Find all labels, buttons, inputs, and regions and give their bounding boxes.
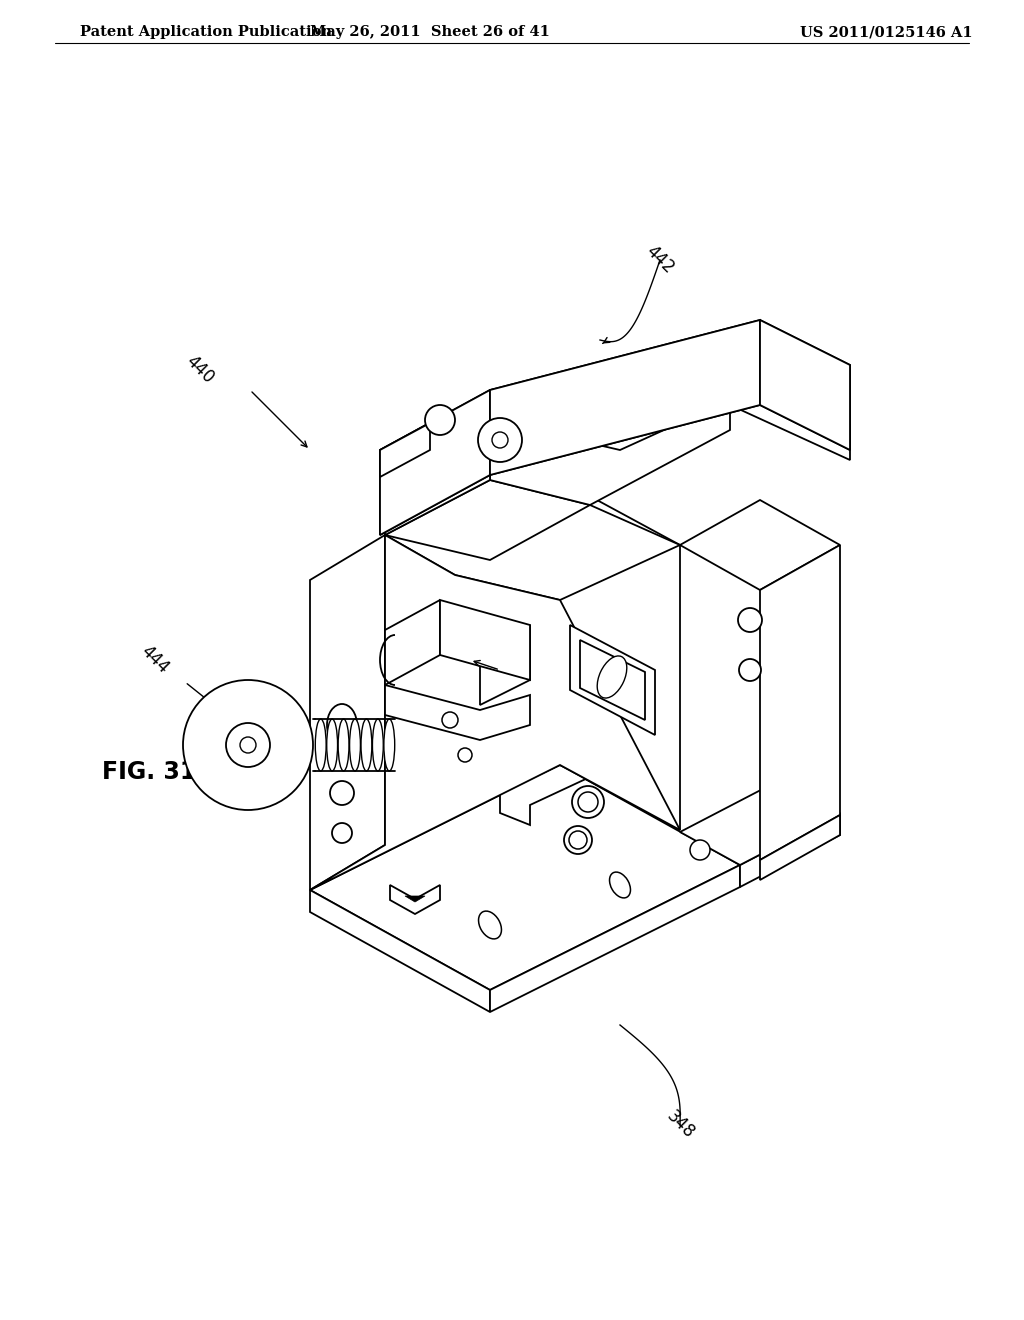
Text: US 2011/0125146 A1: US 2011/0125146 A1 — [800, 25, 973, 40]
Ellipse shape — [478, 911, 502, 939]
Circle shape — [739, 659, 761, 681]
Circle shape — [183, 680, 313, 810]
Polygon shape — [385, 480, 680, 601]
Text: Patent Application Publication: Patent Application Publication — [80, 25, 332, 40]
Polygon shape — [310, 890, 490, 1012]
Circle shape — [738, 609, 762, 632]
Ellipse shape — [373, 719, 383, 771]
Polygon shape — [380, 319, 850, 535]
Polygon shape — [490, 319, 760, 475]
Circle shape — [578, 792, 598, 812]
Polygon shape — [380, 422, 430, 477]
Circle shape — [478, 418, 522, 462]
Polygon shape — [490, 400, 730, 506]
Polygon shape — [490, 370, 850, 459]
Polygon shape — [760, 545, 840, 861]
Polygon shape — [560, 480, 680, 830]
Ellipse shape — [609, 873, 631, 898]
Polygon shape — [480, 624, 530, 705]
Ellipse shape — [597, 656, 627, 698]
Polygon shape — [406, 896, 425, 902]
Polygon shape — [385, 480, 590, 560]
Polygon shape — [440, 601, 530, 680]
Circle shape — [332, 822, 352, 843]
Polygon shape — [390, 884, 440, 913]
Ellipse shape — [327, 719, 338, 771]
Circle shape — [442, 711, 458, 729]
Polygon shape — [490, 865, 740, 1012]
Ellipse shape — [384, 719, 394, 771]
Circle shape — [564, 826, 592, 854]
Polygon shape — [490, 370, 730, 420]
Polygon shape — [570, 624, 655, 735]
Polygon shape — [580, 640, 645, 719]
Circle shape — [240, 737, 256, 752]
Text: FIG. 31: FIG. 31 — [102, 760, 197, 784]
Polygon shape — [380, 389, 490, 535]
Circle shape — [622, 667, 638, 682]
Circle shape — [425, 405, 455, 436]
Polygon shape — [680, 500, 840, 590]
Text: 348: 348 — [663, 1107, 697, 1143]
Polygon shape — [310, 535, 680, 890]
Polygon shape — [385, 685, 530, 741]
Polygon shape — [310, 535, 385, 890]
Text: May 26, 2011  Sheet 26 of 41: May 26, 2011 Sheet 26 of 41 — [310, 25, 550, 40]
Polygon shape — [385, 601, 440, 685]
Circle shape — [572, 785, 604, 818]
Text: 442: 442 — [642, 243, 678, 277]
Ellipse shape — [338, 719, 349, 771]
Ellipse shape — [315, 719, 326, 771]
Circle shape — [226, 723, 270, 767]
Text: 440: 440 — [182, 352, 217, 388]
Ellipse shape — [349, 719, 360, 771]
Circle shape — [569, 832, 587, 849]
Polygon shape — [760, 319, 850, 450]
Polygon shape — [680, 780, 840, 865]
Circle shape — [330, 781, 354, 805]
Circle shape — [690, 840, 710, 861]
Text: 444: 444 — [137, 643, 172, 677]
Circle shape — [492, 432, 508, 447]
Polygon shape — [385, 420, 490, 535]
Circle shape — [458, 748, 472, 762]
Polygon shape — [500, 766, 590, 825]
Polygon shape — [310, 766, 740, 990]
Polygon shape — [740, 813, 840, 887]
Polygon shape — [760, 814, 840, 880]
Ellipse shape — [361, 719, 372, 771]
Ellipse shape — [327, 704, 357, 746]
